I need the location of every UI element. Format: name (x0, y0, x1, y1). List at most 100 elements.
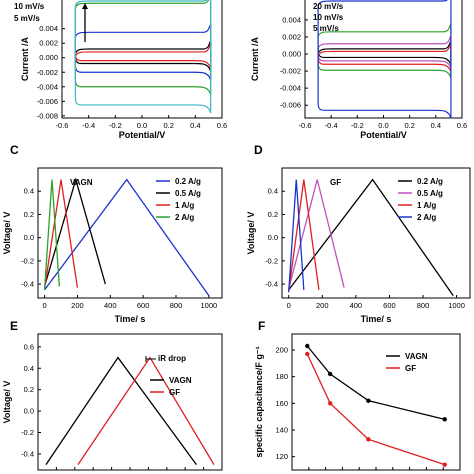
legend-label: GF (169, 388, 180, 397)
x-tick-label: 0.2 (163, 121, 173, 130)
x-tick-label: -0.4 (82, 121, 95, 130)
panel-label-f: F (258, 319, 265, 333)
y-tick-label: 160 (275, 399, 288, 408)
panel-c: 0.4 0.2 0.0 -0.2 -0.4 0 200 400 600 800 1000 Time/ … (2, 143, 223, 324)
x-tick-label: 0.4 (431, 121, 441, 130)
y-tick-label: -0.008 (37, 111, 58, 120)
x-tick-label: 400 (104, 301, 117, 310)
y-tick-label: 0.2 (268, 210, 278, 219)
legend-label: 0.5 A/g (175, 189, 201, 198)
series-line-4 (43, 179, 61, 290)
panel-a: 0.0040.0020.000-0.002-0.004-0.006-0.008-… (20, 0, 227, 140)
x-axis-label: Potential/V (119, 130, 166, 140)
legend-label: 1 A/g (175, 201, 194, 210)
y-tick-label: -0.002 (280, 67, 301, 76)
y-tick-label: -0.2 (21, 256, 34, 265)
x-tick-label: 0.0 (378, 121, 388, 130)
plot-frame (37, 167, 223, 299)
x-tick-label: -0.6 (299, 121, 312, 130)
y-tick-label: 200 (275, 346, 288, 355)
y-axis-label: Voltage/ V (2, 381, 12, 424)
x-tick-label: 0.2 (404, 121, 414, 130)
series-point (327, 401, 333, 406)
y-tick-label: 0.6 (24, 342, 34, 351)
chart-title-c: VAGN (70, 178, 93, 187)
y-tick-label: 120 (275, 452, 288, 461)
x-axis-label: Potential/V (360, 130, 407, 140)
series-point (366, 437, 371, 442)
x-tick-label: 1000 (448, 301, 465, 310)
legend-f: VAGN GF (386, 352, 428, 373)
cv-loop-5 (317, 0, 452, 119)
annotation-b-2: 10 mV/s (313, 13, 344, 22)
legend-e: VAGN GF (150, 376, 192, 397)
panel-label-c: C (10, 143, 19, 157)
series-line-1 (288, 178, 454, 297)
series-line-1 (45, 356, 197, 466)
x-tick-label: 800 (417, 301, 430, 310)
x-axis-label: Time/ s (361, 314, 392, 324)
plot-frame (37, 333, 223, 471)
y-tick-label: -0.006 (280, 101, 301, 110)
y-tick-label: 0.004 (39, 24, 58, 33)
x-tick-label: 400 (350, 301, 363, 310)
series-line-4 (288, 179, 305, 293)
x-tick-label: 0.0 (137, 121, 147, 130)
series-line-3 (43, 179, 79, 289)
y-tick-label: 0.000 (282, 50, 301, 59)
series-point (442, 417, 447, 422)
series-point (366, 398, 371, 403)
legend-c: 0.2 A/g 0.5 A/g 1 A/g 2 A/g (156, 177, 201, 222)
cv-loop-4 (74, 0, 212, 95)
y-axis-label: Voltage/ V (246, 212, 256, 255)
y-axis-label: Current /A (20, 37, 30, 82)
legend-label: VAGN (169, 376, 192, 385)
panel-label-e: E (10, 319, 18, 333)
legend-label: 2 A/g (175, 213, 194, 222)
annotation-b-1: 20 mV/s (313, 2, 344, 11)
legend-label: GF (405, 364, 416, 373)
x-tick-label: 800 (170, 301, 183, 310)
series-line-2 (288, 179, 345, 289)
cv-loop-1 (317, 40, 452, 66)
y-axis-label: specific capacitance/F g⁻¹ (254, 346, 264, 457)
panel-e: 0.6 0.4 0.2 0.0 -0.2 -0.4 Voltage/ V E (2, 319, 223, 471)
series-line-1 (306, 345, 445, 420)
legend-label: VAGN (405, 352, 428, 361)
y-tick-label: 0.2 (24, 210, 34, 219)
annotation-b-3: 5 mV/s (313, 24, 339, 33)
y-tick-label: 0.4 (24, 187, 34, 196)
x-tick-label: 600 (383, 301, 396, 310)
x-tick-label: 0 (42, 301, 46, 310)
legend-label: 2 A/g (417, 213, 436, 222)
panel-b: 0.004 0.002 0.000 -0.002 -0.004 -0.006 -0.6 -0.… (250, 0, 467, 140)
x-tick-label: -0.6 (56, 121, 69, 130)
ir-drop-marker (145, 356, 156, 362)
y-tick-label: 0.0 (268, 233, 278, 242)
annotation-a-1: 10 mV/s (14, 2, 45, 11)
y-tick-label: -0.002 (37, 68, 58, 77)
y-tick-label: 0.0 (24, 407, 34, 416)
series-line-3 (288, 179, 320, 292)
plot-frame (61, 0, 223, 119)
x-tick-label: 0.6 (217, 121, 227, 130)
y-tick-label: -0.004 (37, 82, 58, 91)
legend-label: 0.2 A/g (175, 177, 201, 186)
x-tick-label: 600 (137, 301, 150, 310)
legend-label: 1 A/g (417, 201, 436, 210)
series-line-2 (306, 353, 445, 466)
cv-loop-2 (74, 43, 212, 69)
chart-title-d: GF (330, 178, 341, 187)
annotation-a-2: 5 mV/s (14, 14, 40, 23)
x-tick-label: 0.4 (190, 121, 200, 130)
series-point (327, 371, 333, 377)
x-tick-label: 0.6 (457, 121, 467, 130)
x-tick-label: 1000 (201, 301, 218, 310)
y-tick-label: 0.4 (24, 364, 34, 373)
x-tick-label: 200 (316, 301, 329, 310)
y-tick-label: -0.2 (21, 428, 34, 437)
series-point (305, 343, 310, 349)
legend-label: 0.5 A/g (417, 189, 443, 198)
legend-label: 0.2 A/g (417, 177, 443, 186)
